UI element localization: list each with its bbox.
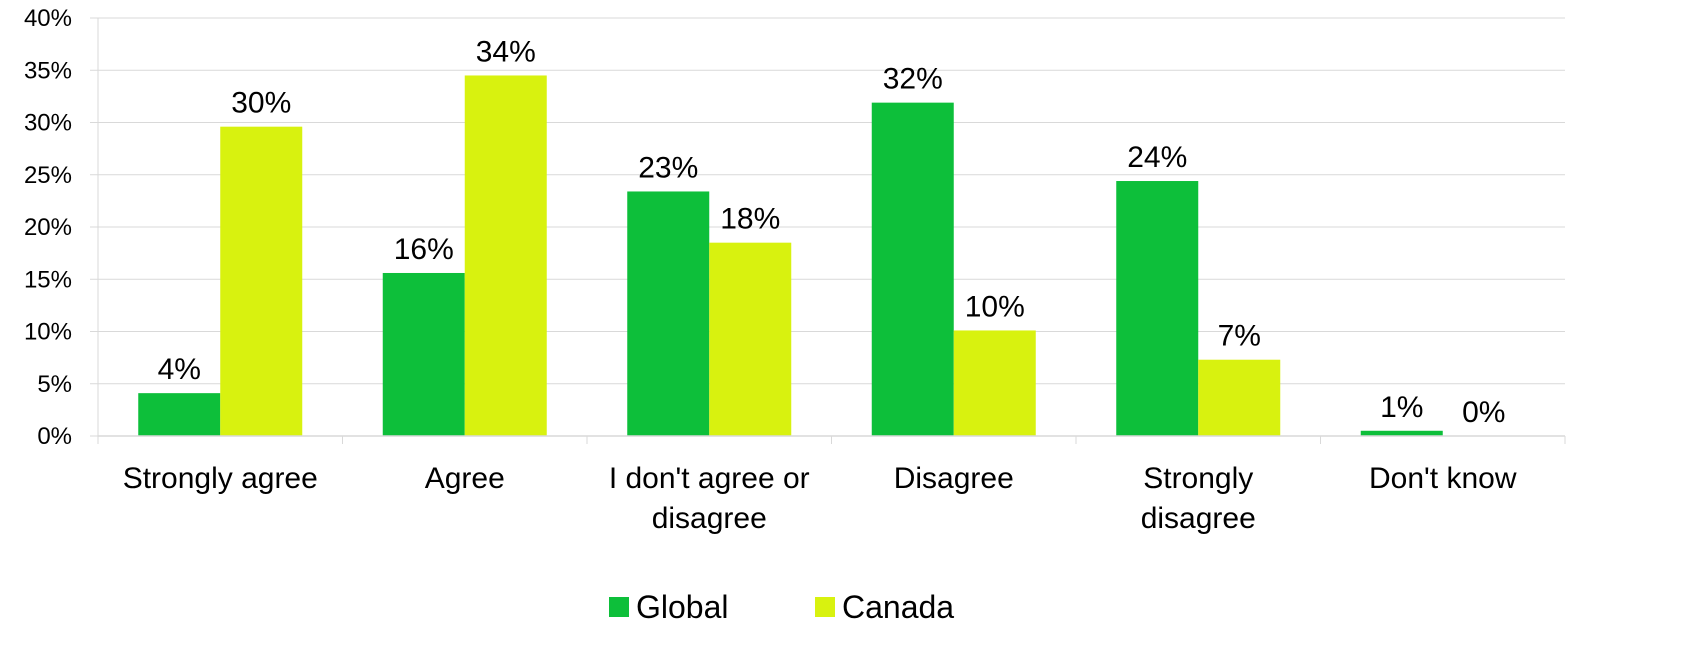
y-tick-label: 15% bbox=[24, 266, 72, 293]
y-tick-label: 5% bbox=[37, 371, 72, 398]
x-category-label: Agree bbox=[425, 462, 505, 495]
bar-global-3 bbox=[871, 102, 954, 437]
data-label-canada: 0% bbox=[1462, 396, 1505, 429]
bars bbox=[138, 75, 1443, 437]
legend-swatch-global bbox=[609, 597, 629, 617]
data-label-global: 23% bbox=[638, 151, 698, 184]
bar-global-5 bbox=[1360, 430, 1443, 436]
y-tick-label: 0% bbox=[37, 423, 72, 450]
y-tick-label: 40% bbox=[24, 5, 72, 32]
data-label-global: 1% bbox=[1380, 391, 1423, 424]
legend-label-canada: Canada bbox=[842, 589, 954, 625]
data-label-global: 16% bbox=[394, 233, 454, 266]
x-category-label: Strongly agree bbox=[123, 462, 318, 495]
bar-global-2 bbox=[627, 191, 710, 436]
bar-canada-1 bbox=[464, 75, 547, 436]
data-label-canada: 34% bbox=[476, 35, 536, 68]
bar-canada-3 bbox=[953, 330, 1036, 436]
data-labels: 4% 16% 23% 32% 24% 1% 30% 34% 18% 10% 7% 0% bbox=[158, 35, 1506, 429]
x-category-label: disagree bbox=[652, 502, 767, 535]
y-tick-label: 10% bbox=[24, 319, 72, 346]
legend: Global Canada bbox=[609, 589, 954, 625]
bar-canada-4 bbox=[1198, 359, 1281, 436]
x-axis-category-labels: Strongly agree Agree I don't agree or disag… bbox=[123, 462, 1517, 535]
legend-label-global: Global bbox=[636, 589, 729, 625]
legend-swatch-canada bbox=[815, 597, 835, 617]
bar-global-4 bbox=[1116, 181, 1199, 436]
y-tick-label: 35% bbox=[24, 57, 72, 84]
gridlines bbox=[90, 17, 1565, 437]
bar-canada-2 bbox=[709, 242, 792, 436]
data-label-canada: 30% bbox=[231, 87, 291, 120]
data-label-global: 4% bbox=[158, 353, 201, 386]
x-axis bbox=[97, 435, 1566, 444]
y-tick-label: 30% bbox=[24, 110, 72, 137]
bar-canada-0 bbox=[220, 126, 303, 437]
bar-global-1 bbox=[382, 272, 465, 436]
data-label-canada: 10% bbox=[965, 290, 1025, 323]
bar-global-0 bbox=[138, 393, 221, 436]
x-category-label: disagree bbox=[1141, 502, 1256, 535]
data-label-global: 32% bbox=[883, 63, 943, 96]
data-label-canada: 18% bbox=[720, 203, 780, 236]
x-category-label: Strongly bbox=[1143, 462, 1253, 495]
data-label-canada: 7% bbox=[1218, 320, 1261, 353]
x-category-label: I don't agree or bbox=[609, 462, 810, 495]
y-tick-label: 25% bbox=[24, 162, 72, 189]
x-category-label: Don't know bbox=[1369, 462, 1517, 495]
y-tick-label: 20% bbox=[24, 214, 72, 241]
y-axis-tick-labels: 0% 5% 10% 15% 20% 25% 30% 35% 40% bbox=[24, 5, 72, 450]
data-label-global: 24% bbox=[1127, 141, 1187, 174]
x-category-label: Disagree bbox=[894, 462, 1014, 495]
